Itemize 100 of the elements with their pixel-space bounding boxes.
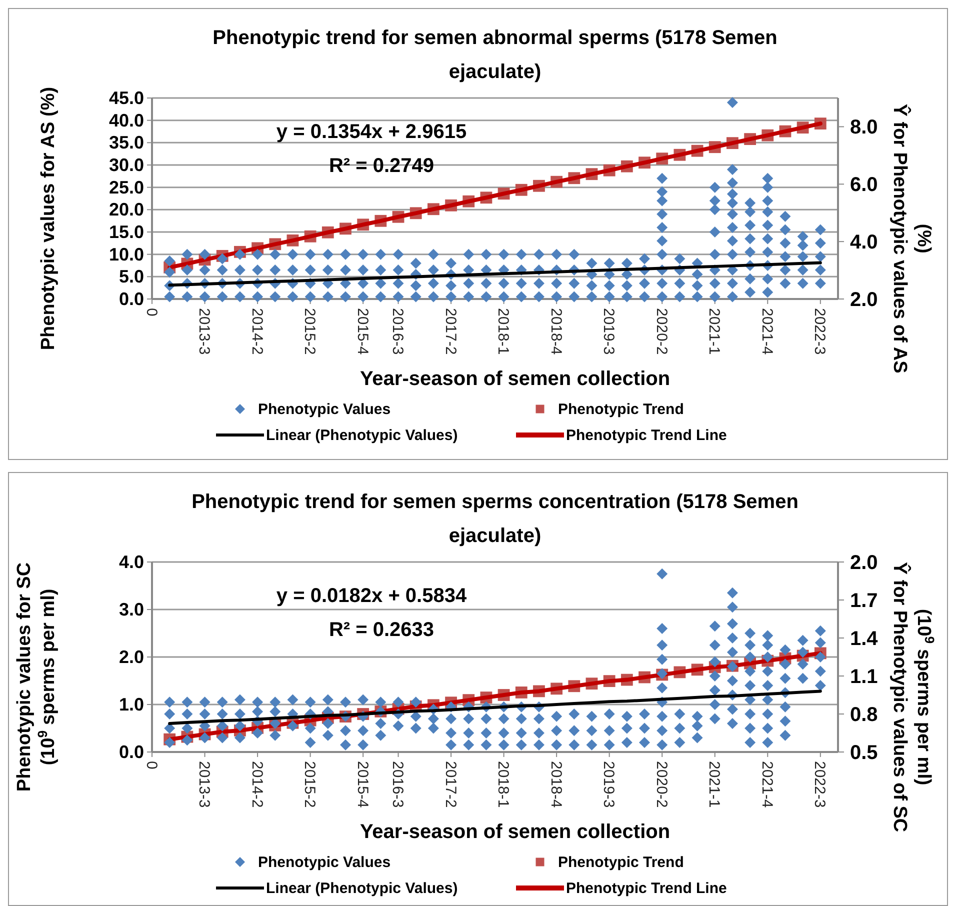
point — [182, 291, 193, 302]
point — [340, 248, 351, 260]
point — [252, 248, 264, 260]
point — [234, 264, 246, 276]
x-tick-label: 2017-2 — [442, 308, 459, 355]
x-tick-label: 2020-2 — [652, 761, 670, 808]
point — [621, 258, 632, 269]
point — [621, 710, 632, 722]
point — [480, 728, 492, 738]
point — [498, 278, 510, 289]
point — [814, 278, 826, 289]
point — [674, 253, 686, 264]
point — [762, 694, 774, 706]
point — [199, 708, 210, 720]
point — [428, 713, 439, 724]
point — [814, 224, 826, 236]
point — [463, 739, 474, 750]
y-tick-label: 2.0 — [118, 647, 144, 667]
point — [814, 238, 826, 249]
y2-tick-label: 0.5 — [850, 742, 878, 764]
point — [516, 291, 527, 302]
point — [656, 278, 668, 289]
point — [428, 722, 439, 734]
x-tick-label: 2014-2 — [248, 761, 266, 808]
point — [674, 737, 686, 748]
point — [498, 713, 510, 724]
point — [797, 634, 808, 646]
point — [304, 248, 316, 260]
point — [709, 640, 720, 651]
point — [639, 708, 650, 720]
point — [604, 739, 615, 750]
point — [586, 291, 598, 302]
point — [744, 206, 756, 218]
point — [726, 618, 738, 630]
y-tick-label: 5.0 — [118, 266, 144, 287]
point — [780, 730, 791, 741]
point — [199, 264, 210, 276]
point — [375, 291, 386, 302]
point — [744, 197, 756, 208]
legend-label: Phenotypic Values — [258, 401, 391, 418]
point — [709, 684, 720, 696]
point — [762, 640, 774, 651]
point — [375, 278, 386, 289]
point — [516, 278, 527, 289]
point — [392, 720, 404, 732]
point — [392, 696, 404, 708]
x-tick-label: 2021-1 — [706, 308, 723, 355]
point — [639, 291, 650, 302]
point — [234, 291, 246, 302]
legend-label: Phenotypic Trend Line — [566, 427, 727, 444]
point — [762, 172, 774, 184]
x-tick-label: 2018-4 — [547, 761, 564, 808]
point — [340, 264, 351, 276]
point — [199, 248, 210, 260]
point — [780, 238, 791, 249]
point — [182, 722, 193, 734]
point — [814, 652, 826, 662]
point — [199, 696, 210, 708]
point — [392, 248, 404, 260]
point — [375, 696, 386, 708]
y2-tick-label: 0.8 — [850, 704, 878, 726]
point — [498, 248, 510, 260]
y2-tick-label: 1.4 — [850, 628, 879, 650]
point — [340, 696, 351, 708]
point — [252, 706, 264, 718]
point — [762, 233, 774, 244]
point — [726, 197, 738, 208]
point — [656, 640, 668, 651]
point — [762, 206, 774, 218]
point — [428, 248, 439, 260]
point — [164, 291, 176, 302]
point — [674, 278, 686, 289]
point — [709, 620, 720, 632]
x-tick-label: 2016-3 — [389, 308, 406, 355]
point — [656, 725, 668, 736]
point — [814, 666, 826, 677]
point — [797, 646, 808, 658]
point — [551, 725, 562, 736]
point — [216, 291, 228, 302]
point — [639, 253, 650, 264]
point — [216, 264, 228, 276]
point — [428, 278, 439, 289]
point — [726, 235, 738, 246]
point — [621, 291, 632, 302]
point — [726, 291, 738, 302]
point — [498, 291, 510, 302]
point — [797, 658, 808, 670]
point — [709, 226, 720, 238]
point — [463, 713, 474, 724]
y-tick-label: 0.0 — [118, 289, 144, 309]
point — [516, 713, 527, 724]
point — [780, 264, 791, 276]
point — [726, 704, 738, 715]
annotation: R² = 0.2633 — [328, 619, 434, 641]
y2-tick-label: 1.7 — [850, 590, 878, 612]
point — [780, 644, 791, 656]
point — [604, 725, 615, 736]
point — [604, 291, 615, 302]
x-tick-label: 0 — [142, 761, 160, 770]
point — [463, 728, 474, 738]
